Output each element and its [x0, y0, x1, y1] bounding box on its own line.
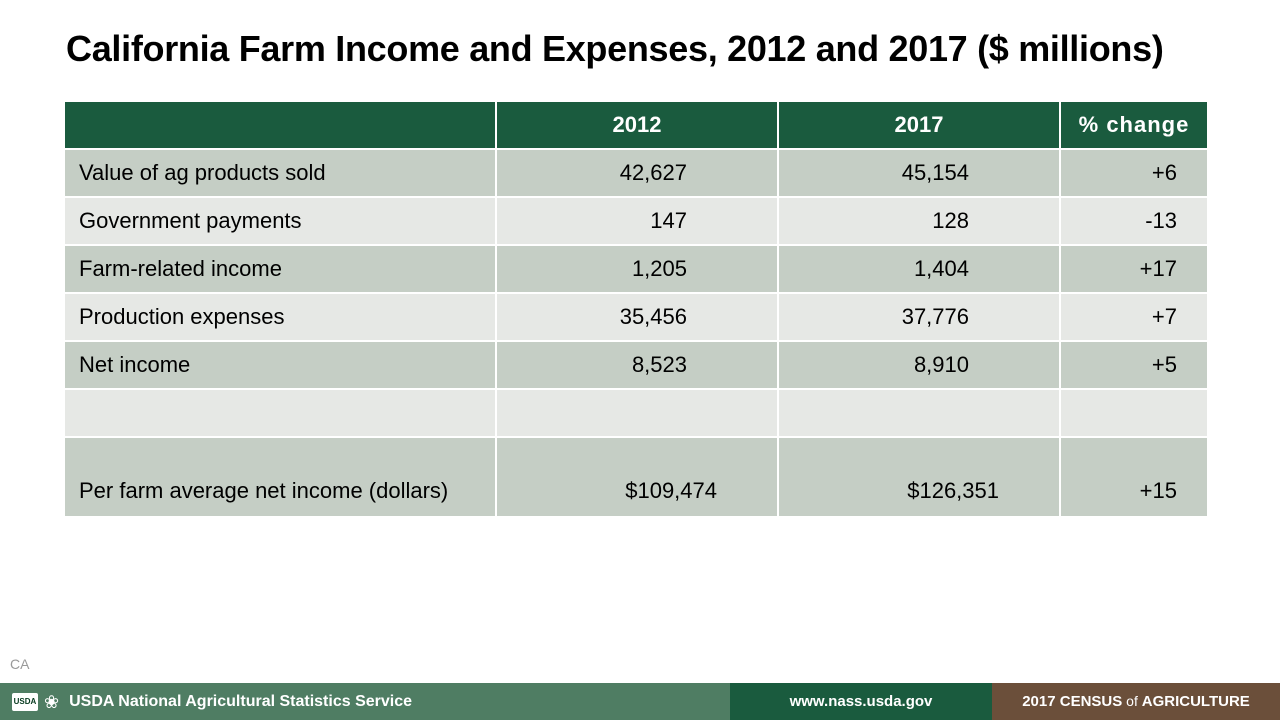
col-header-pct: % change	[1061, 102, 1207, 148]
footer-census: 2017 CENSUS of AGRICULTURE	[1022, 693, 1250, 710]
cell-2017: 45,154	[779, 150, 1059, 196]
state-code: CA	[10, 656, 29, 672]
cell-pct: +15	[1061, 438, 1207, 516]
table-row-perfarm: Per farm average net income (dollars) $1…	[65, 438, 1207, 516]
data-table-wrap: 2012 2017 % change Value of ag products …	[63, 100, 1199, 518]
footer-mid: www.nass.usda.gov	[730, 683, 992, 720]
footer-agency: USDA National Agricultural Statistics Se…	[69, 693, 412, 711]
cell-2012: $109,474	[497, 438, 777, 516]
census-of: of	[1122, 693, 1141, 709]
table-row: Production expenses 35,456 37,776 +7	[65, 294, 1207, 340]
table-row: Farm-related income 1,205 1,404 +17	[65, 246, 1207, 292]
cell-pct: +17	[1061, 246, 1207, 292]
slide: California Farm Income and Expenses, 201…	[0, 0, 1280, 720]
cell-2012: 8,523	[497, 342, 777, 388]
cell-pct: +7	[1061, 294, 1207, 340]
table-header-row: 2012 2017 % change	[65, 102, 1207, 148]
table-row: Net income 8,523 8,910 +5	[65, 342, 1207, 388]
cell-2017: 1,404	[779, 246, 1059, 292]
col-header-2012: 2012	[497, 102, 777, 148]
row-label: Government payments	[65, 198, 495, 244]
census-ag: AGRICULTURE	[1142, 693, 1250, 710]
usda-logo-icon: USDA	[12, 693, 38, 711]
row-label: Value of ag products sold	[65, 150, 495, 196]
cell-2017: 37,776	[779, 294, 1059, 340]
table-row: Value of ag products sold 42,627 45,154 …	[65, 150, 1207, 196]
footer-url: www.nass.usda.gov	[790, 693, 933, 710]
cell-pct: +5	[1061, 342, 1207, 388]
census-year: 2017 CENSUS	[1022, 693, 1122, 710]
cell-2017: $126,351	[779, 438, 1059, 516]
col-header-empty	[65, 102, 495, 148]
footer-bar: USDA ❀ USDA National Agricultural Statis…	[0, 683, 1280, 720]
row-label: Net income	[65, 342, 495, 388]
row-label: Production expenses	[65, 294, 495, 340]
table-row-blank	[65, 390, 1207, 436]
cell-2012: 42,627	[497, 150, 777, 196]
cell-2012: 1,205	[497, 246, 777, 292]
slide-title: California Farm Income and Expenses, 201…	[66, 28, 1164, 70]
cell-2012: 35,456	[497, 294, 777, 340]
wheat-icon: ❀	[44, 693, 59, 711]
cell-2012: 147	[497, 198, 777, 244]
row-label: Per farm average net income (dollars)	[65, 438, 495, 516]
footer-left: USDA ❀ USDA National Agricultural Statis…	[0, 683, 730, 720]
table-row: Government payments 147 128 -13	[65, 198, 1207, 244]
cell-pct: +6	[1061, 150, 1207, 196]
cell-2017: 128	[779, 198, 1059, 244]
col-header-2017: 2017	[779, 102, 1059, 148]
row-label: Farm-related income	[65, 246, 495, 292]
data-table: 2012 2017 % change Value of ag products …	[63, 100, 1209, 518]
footer-right: 2017 CENSUS of AGRICULTURE	[992, 683, 1280, 720]
cell-pct: -13	[1061, 198, 1207, 244]
cell-2017: 8,910	[779, 342, 1059, 388]
